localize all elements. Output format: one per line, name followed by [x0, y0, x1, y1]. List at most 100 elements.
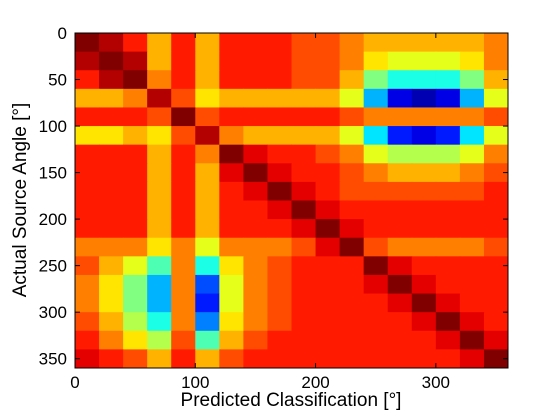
- heatmap-cell: [315, 312, 341, 332]
- heatmap-cell: [411, 126, 437, 146]
- heatmap-cell: [315, 107, 341, 127]
- heatmap-cell: [219, 51, 244, 71]
- heatmap-cell: [123, 70, 148, 90]
- y-tick-label: 100: [39, 117, 67, 136]
- heatmap-cell: [363, 51, 389, 71]
- heatmap-cell: [123, 181, 148, 201]
- heatmap-cell: [123, 274, 148, 295]
- heatmap-cell: [291, 163, 317, 183]
- heatmap-cell: [459, 88, 485, 108]
- heatmap-cell: [75, 312, 100, 332]
- heatmap-cell: [291, 126, 317, 146]
- heatmap-cell: [171, 312, 196, 332]
- heatmap-cell: [339, 107, 365, 127]
- heatmap-cell: [459, 330, 485, 350]
- heatmap-cell: [243, 107, 268, 127]
- heatmap-cell: [75, 293, 100, 313]
- heatmap-cell: [171, 349, 196, 369]
- heatmap-cell: [243, 88, 268, 108]
- heatmap-cell: [147, 349, 172, 369]
- heatmap-cell: [459, 312, 485, 332]
- heatmap-cell: [219, 200, 244, 220]
- heatmap-cell: [243, 51, 268, 71]
- heatmap-cell: [99, 163, 124, 183]
- heatmap-cell: [267, 163, 292, 183]
- heatmap-cell: [75, 163, 100, 183]
- heatmap-cell: [411, 51, 437, 71]
- heatmap-cell: [219, 219, 244, 239]
- heatmap-cell: [171, 256, 196, 276]
- heatmap-cell: [291, 330, 317, 350]
- heatmap-cell: [99, 70, 124, 90]
- heatmap-cell: [219, 33, 244, 53]
- heatmap-cell: [267, 312, 292, 332]
- heatmap-cell: [147, 181, 172, 201]
- heatmap-cell: [267, 256, 292, 276]
- heatmap-cell: [435, 126, 461, 146]
- heatmap-cell: [267, 126, 292, 146]
- heatmap-cell: [315, 274, 341, 295]
- heatmap-cell: [195, 274, 220, 295]
- heatmap-cell: [195, 163, 220, 183]
- x-axis-label: Predicted Classification [°]: [181, 390, 402, 411]
- heatmap-cell: [459, 293, 485, 313]
- heatmap-cell: [75, 237, 100, 257]
- heatmap-cell: [267, 200, 292, 220]
- heatmap-cell: [339, 293, 365, 313]
- heatmap-cell: [195, 33, 220, 53]
- heatmap-cell: [171, 144, 196, 164]
- y-tick-label: 300: [39, 303, 67, 322]
- y-tick-label: 0: [58, 24, 67, 43]
- heatmap-cell: [195, 237, 220, 257]
- heatmap-cell: [147, 293, 172, 313]
- heatmap-cell: [75, 126, 100, 146]
- heatmap-cell: [339, 70, 365, 90]
- heatmap-cell: [99, 293, 124, 313]
- heatmap-cell: [123, 33, 148, 53]
- heatmap-cell: [147, 33, 172, 53]
- heatmap-cell: [99, 88, 124, 108]
- heatmap-cell: [483, 88, 509, 108]
- heatmap-cell: [147, 126, 172, 146]
- heatmap-cell: [339, 51, 365, 71]
- x-tick-label: 200: [301, 373, 329, 392]
- heatmap-cell: [459, 349, 485, 369]
- heatmap-cell: [483, 200, 509, 220]
- heatmap-cell: [435, 256, 461, 276]
- heatmap-cell: [171, 126, 196, 146]
- heatmap-cell: [195, 107, 220, 127]
- heatmap-cell: [387, 181, 413, 201]
- heatmap-cell: [459, 256, 485, 276]
- heatmap-cell: [219, 126, 244, 146]
- heatmap-cell: [267, 349, 292, 369]
- heatmap-cell: [243, 219, 268, 239]
- x-tick-label: 100: [181, 373, 209, 392]
- heatmap-cell: [483, 219, 509, 239]
- heatmap-cell: [411, 70, 437, 90]
- heatmap-cell: [483, 256, 509, 276]
- heatmap-cell: [411, 33, 437, 53]
- heatmap-cell: [171, 88, 196, 108]
- heatmap-cell: [291, 256, 317, 276]
- heatmap-cell: [243, 163, 268, 183]
- heatmap-cell: [99, 256, 124, 276]
- heatmap-cell: [435, 349, 461, 369]
- heatmap-cell: [483, 33, 509, 53]
- heatmap-cell: [99, 33, 124, 53]
- heatmap-cell: [291, 144, 317, 164]
- heatmap-cell: [459, 237, 485, 257]
- heatmap-cell: [315, 293, 341, 313]
- heatmap-cell: [147, 70, 172, 90]
- heatmap-cell: [171, 51, 196, 71]
- heatmap-cell: [243, 126, 268, 146]
- heatmap-cell: [195, 256, 220, 276]
- heatmap-cell: [411, 88, 437, 108]
- heatmap-cell: [123, 219, 148, 239]
- heatmap-cell: [459, 274, 485, 295]
- heatmap-cell: [219, 274, 244, 295]
- heatmap-cell: [75, 144, 100, 164]
- heatmap-cell: [243, 33, 268, 53]
- heatmap-cell: [459, 107, 485, 127]
- heatmap-cell: [483, 181, 509, 201]
